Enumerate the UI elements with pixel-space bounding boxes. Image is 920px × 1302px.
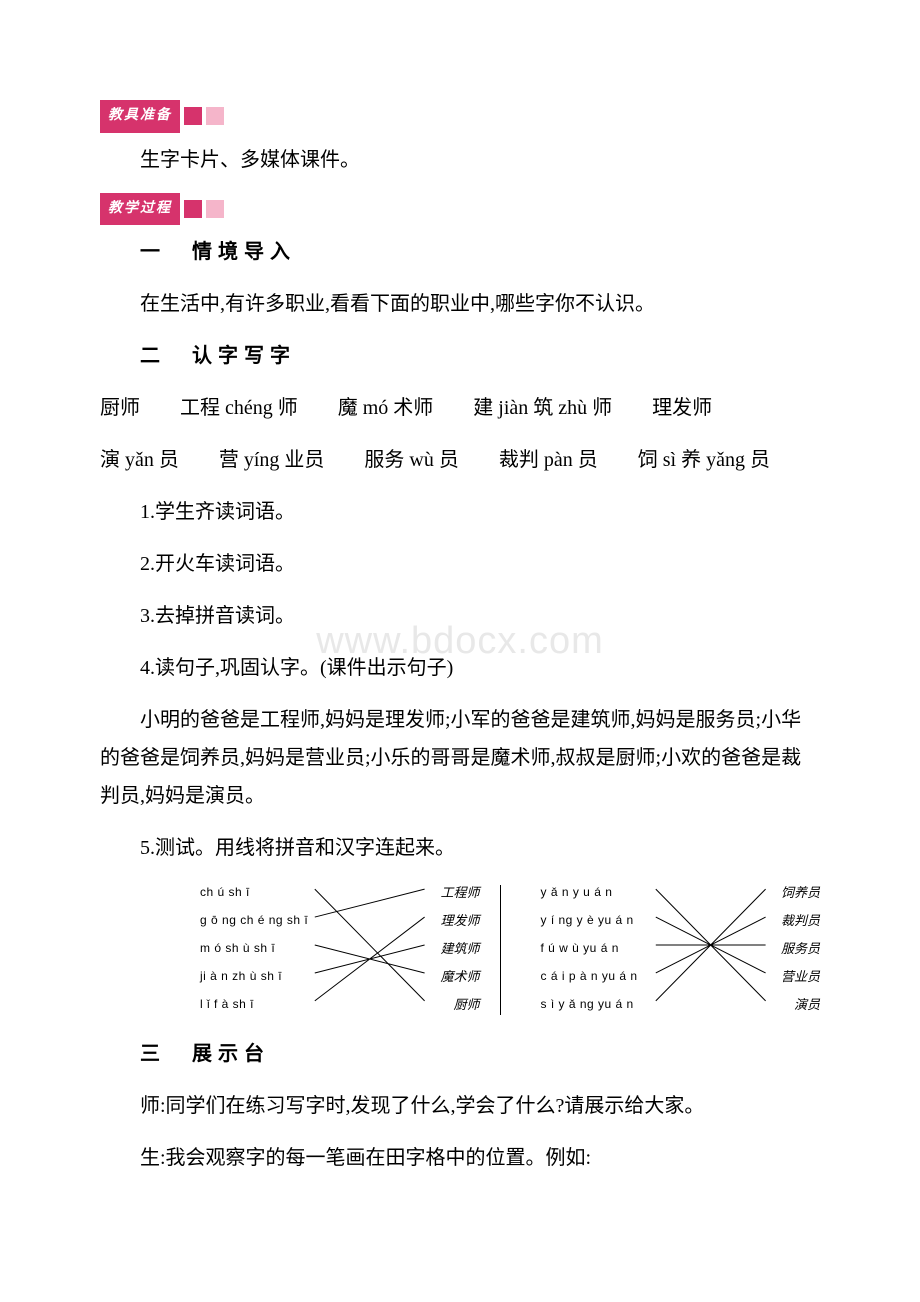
section1-heading: 一 情境导入 — [100, 233, 820, 271]
hanzi-label: 裁判员 — [781, 909, 820, 934]
matching-panel-right: y ǎ n y u á n y í ng y è yu á n f ú w ù yu… — [541, 881, 821, 1021]
panel-divider — [500, 885, 501, 1015]
hanzi-label: 工程师 — [440, 881, 479, 906]
vocab-line-1: 厨师 工程 chéng 师 魔 mó 术师 建 jiàn 筑 zhù 师 理发师 — [100, 389, 820, 427]
section3-heading: 三 展示台 — [100, 1035, 820, 1073]
hanzi-label: 建筑师 — [440, 937, 479, 962]
item-2: 2.开火车读词语。 — [100, 545, 820, 583]
pinyin-label: l ǐ f à sh ī — [200, 993, 254, 1016]
banner-box-light — [206, 107, 224, 125]
banner-box-dark — [184, 107, 202, 125]
item-4: 4.读句子,巩固认字。(课件出示句子) — [100, 649, 820, 687]
heading-text: 一 情境导入 — [140, 241, 296, 263]
banner-box-dark — [184, 200, 202, 218]
heading-text: 二 认字写字 — [140, 345, 296, 367]
hanzi-label: 营业员 — [781, 965, 820, 990]
banner-process: 教学过程 — [100, 193, 820, 226]
pinyin-label: g ō ng ch é ng sh ī — [200, 909, 308, 932]
item-1: 1.学生齐读词语。 — [100, 493, 820, 531]
hanzi-label: 饲养员 — [781, 881, 820, 906]
pinyin-label: f ú w ù yu á n — [541, 937, 619, 960]
pinyin-label: m ó sh ù sh ī — [200, 937, 275, 960]
pinyin-label: y ǎ n y u á n — [541, 881, 613, 904]
hanzi-label: 魔术师 — [440, 965, 479, 990]
banner-prep-label: 教具准备 — [100, 100, 180, 133]
section1-text: 在生活中,有许多职业,看看下面的职业中,哪些字你不认识。 — [100, 285, 820, 323]
hanzi-label: 服务员 — [781, 937, 820, 962]
heading-text: 三 展示台 — [140, 1043, 270, 1065]
item-3: 3.去掉拼音读词。 — [100, 597, 820, 635]
pinyin-label: y í ng y è yu á n — [541, 909, 634, 932]
hanzi-label: 理发师 — [440, 909, 479, 934]
hanzi-label: 厨师 — [453, 993, 479, 1018]
pinyin-label: ji à n zh ù sh ī — [200, 965, 282, 988]
banner-prep: 教具准备 — [100, 100, 820, 133]
matching-diagram: ch ú sh ī g ō ng ch é ng sh ī m ó sh ù sh … — [200, 881, 820, 1021]
matching-panel-left: ch ú sh ī g ō ng ch é ng sh ī m ó sh ù sh … — [200, 881, 480, 1021]
pinyin-label: c á i p à n yu á n — [541, 965, 638, 988]
section3-line1: 师:同学们在练习写字时,发现了什么,学会了什么?请展示给大家。 — [100, 1087, 820, 1125]
pinyin-label: ch ú sh ī — [200, 881, 250, 904]
section3-line2: 生:我会观察字的每一笔画在田字格中的位置。例如: — [100, 1139, 820, 1177]
pinyin-label: s ì y ǎ ng yu á n — [541, 993, 634, 1016]
item-5: 5.测试。用线将拼音和汉字连起来。 — [100, 829, 820, 867]
banner-box-light — [206, 200, 224, 218]
section2-heading: 二 认字写字 — [100, 337, 820, 375]
content: 教具准备 生字卡片、多媒体课件。 教学过程 一 情境导入 在生活中,有许多职业,… — [100, 100, 820, 1177]
prep-text: 生字卡片、多媒体课件。 — [100, 141, 820, 179]
vocab-line-2: 演 yǎn 员 营 yíng 业员 服务 wù 员 裁判 pàn 员 饲 sì … — [100, 441, 820, 479]
hanzi-label: 演员 — [794, 993, 820, 1018]
section2-paragraph: 小明的爸爸是工程师,妈妈是理发师;小军的爸爸是建筑师,妈妈是服务员;小华的爸爸是… — [100, 701, 820, 815]
banner-process-label: 教学过程 — [100, 193, 180, 226]
